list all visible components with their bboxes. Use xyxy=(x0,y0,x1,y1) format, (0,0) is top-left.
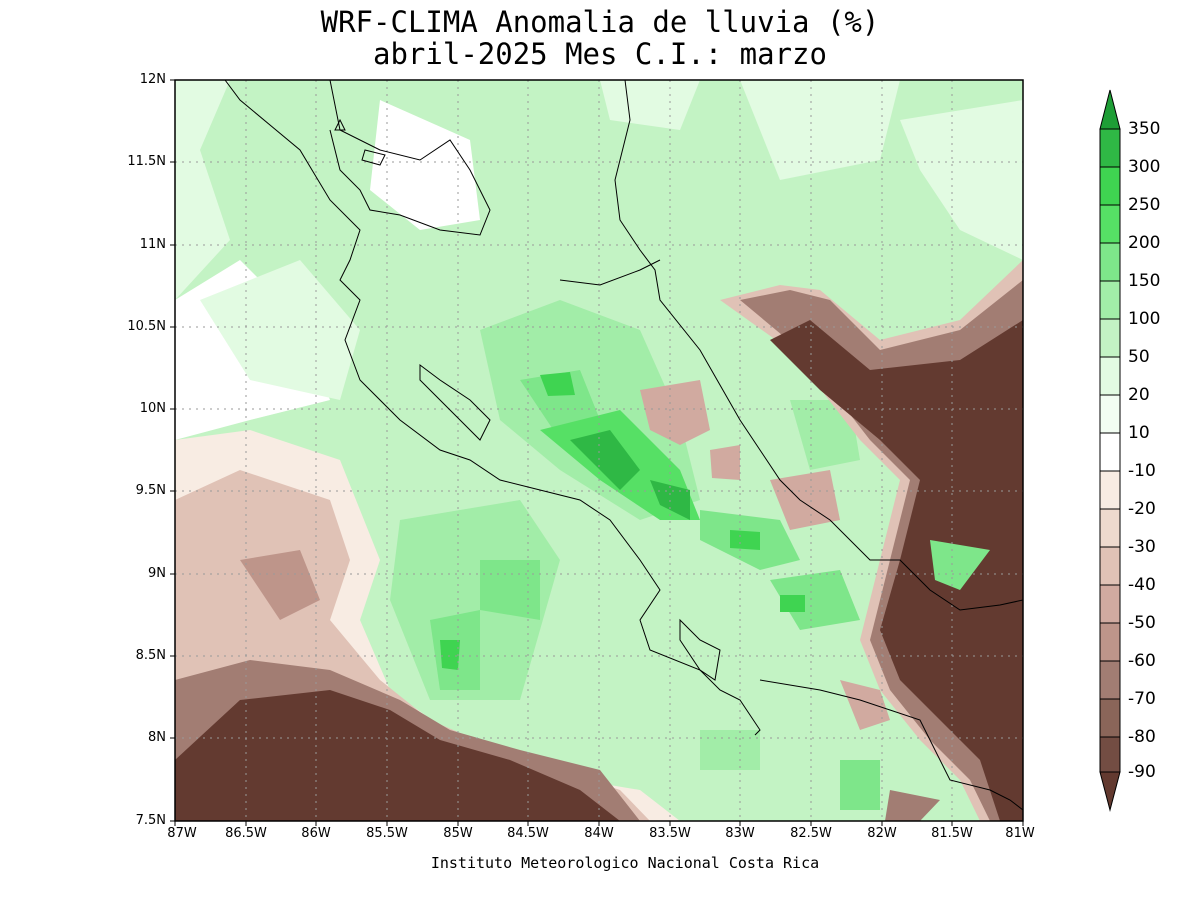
colorbar-bin-minus10 xyxy=(1099,470,1121,510)
x-tick-label: 82.5W xyxy=(790,826,832,841)
y-tick-label: 8N xyxy=(148,730,166,745)
colorbar-bin-minus30 xyxy=(1099,546,1121,586)
map-title: WRF-CLIMA Anomalia de lluvia (%) xyxy=(320,5,880,39)
x-tick-label: 81.5W xyxy=(931,826,973,841)
x-tick-label: 84W xyxy=(584,826,614,841)
colorbar-label: 200 xyxy=(1128,233,1161,253)
coastline xyxy=(224,80,1023,811)
colorbar-bin-minus60 xyxy=(1099,660,1121,700)
colorbar-bin-minus50 xyxy=(1099,622,1121,662)
colorbar-label: 250 xyxy=(1128,195,1161,215)
colorbar-bin-50 xyxy=(1099,318,1121,358)
x-tick-label: 85W xyxy=(443,826,473,841)
colorbar-bin-20 xyxy=(1099,356,1121,396)
colorbar-bin-250 xyxy=(1099,166,1121,206)
colorbar-bin-neutral xyxy=(1099,432,1121,472)
x-tick-label: 86.5W xyxy=(225,826,267,841)
anomaly-field xyxy=(175,80,1023,821)
graticule xyxy=(175,80,1023,821)
colorbar-label: 350 xyxy=(1128,119,1161,139)
colorbar-label: 100 xyxy=(1128,309,1161,329)
axis-ticks xyxy=(170,79,1024,826)
colorbar xyxy=(1099,89,1121,812)
colorbar-label: -90 xyxy=(1128,762,1156,782)
colorbar-label: -80 xyxy=(1128,727,1156,747)
colorbar-label: 10 xyxy=(1128,423,1150,443)
x-tick-label: 86W xyxy=(301,826,331,841)
x-tick-label: 81W xyxy=(1005,826,1035,841)
map-subtitle: abril-2025 Mes C.I.: marzo xyxy=(373,37,827,71)
colorbar-bin-150 xyxy=(1099,242,1121,282)
colorbar-label: -60 xyxy=(1128,651,1156,671)
colorbar-label: 20 xyxy=(1128,385,1150,405)
x-tick-label: 87W xyxy=(167,826,197,841)
colorbar-bin-200 xyxy=(1099,204,1121,244)
y-tick-label: 11.5N xyxy=(127,154,166,169)
x-tick-label: 83.5W xyxy=(649,826,691,841)
colorbar-label: -70 xyxy=(1128,689,1156,709)
y-tick-label: 9N xyxy=(148,566,166,581)
colorbar-label: 150 xyxy=(1128,271,1161,291)
colorbar-bin-300 xyxy=(1099,128,1121,168)
colorbar-label: 50 xyxy=(1128,347,1150,367)
colorbar-label: -40 xyxy=(1128,575,1156,595)
colorbar-bin-minus70 xyxy=(1099,698,1121,738)
y-tick-label: 11N xyxy=(139,237,166,252)
y-tick-label: 10N xyxy=(139,401,166,416)
y-tick-label: 10.5N xyxy=(127,319,166,334)
colorbar-bin-minus20 xyxy=(1099,508,1121,548)
colorbar-label: -10 xyxy=(1128,461,1156,481)
y-tick-label: 9.5N xyxy=(135,483,166,498)
y-tick-label: 12N xyxy=(139,72,166,87)
colorbar-bin-100 xyxy=(1099,280,1121,320)
colorbar-top-arrow xyxy=(1099,89,1121,130)
x-tick-label: 83W xyxy=(725,826,755,841)
colorbar-label: -20 xyxy=(1128,499,1156,519)
y-tick-label: 7.5N xyxy=(135,813,166,828)
colorbar-bin-minus40 xyxy=(1099,584,1121,624)
x-tick-label: 82W xyxy=(867,826,897,841)
colorbar-bin-10 xyxy=(1099,394,1121,434)
y-tick-label: 8.5N xyxy=(135,648,166,663)
x-tick-label: 84.5W xyxy=(507,826,549,841)
colorbar-label: -30 xyxy=(1128,537,1156,557)
institution-credit: Instituto Meteorologico Nacional Costa R… xyxy=(430,854,820,872)
colorbar-bin-minus80 xyxy=(1099,736,1121,773)
colorbar-bottom-arrow xyxy=(1099,771,1121,812)
colorbar-label: -50 xyxy=(1128,613,1156,633)
x-tick-label: 85.5W xyxy=(366,826,408,841)
colorbar-label: 300 xyxy=(1128,157,1161,177)
